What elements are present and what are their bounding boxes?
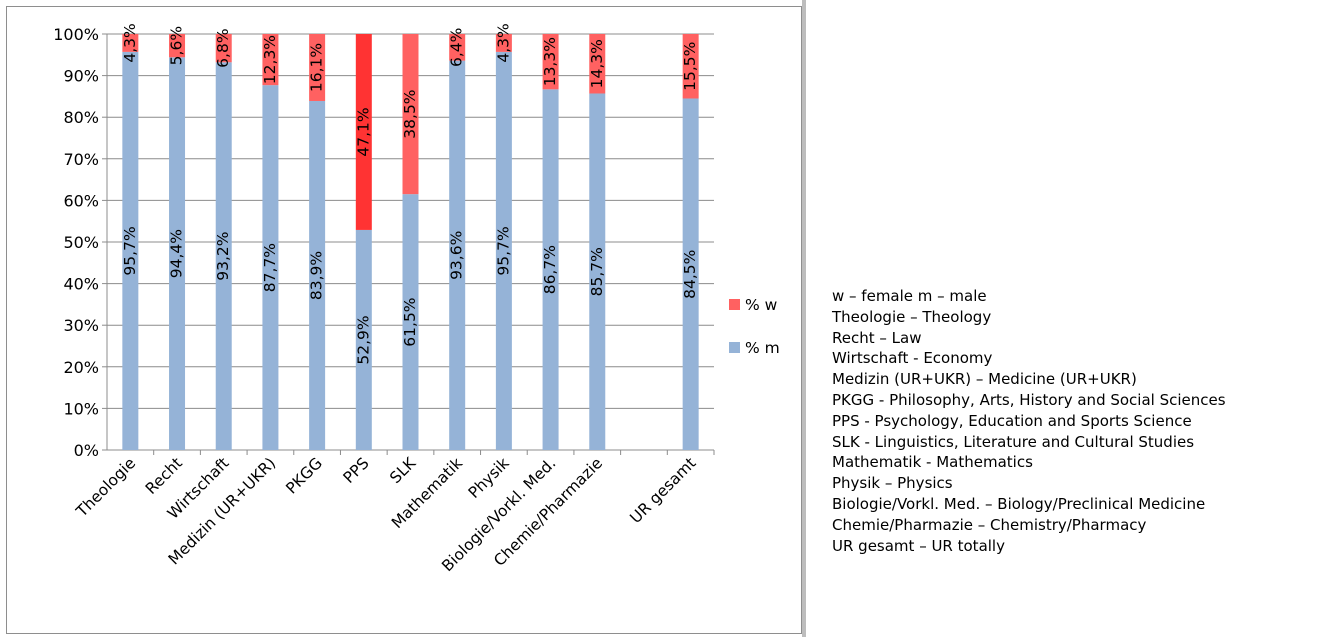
bar-m-biologie-vorkl-med- (542, 89, 559, 450)
y-tick-label: 100% (53, 25, 99, 44)
bar-w-physik (495, 34, 512, 52)
legend-swatch (729, 299, 740, 310)
chart-frame-edge (802, 0, 806, 637)
glossary-line: Medizin (UR+UKR) – Medicine (UR+UKR) (832, 370, 1137, 389)
data-label-w: 14,3% (588, 39, 606, 88)
glossary-line: Wirtschaft - Economy (832, 349, 993, 368)
x-category-label: SLK (386, 454, 420, 488)
glossary-line: Mathematik - Mathematics (832, 453, 1033, 472)
data-label-m: 52,9% (354, 315, 372, 364)
bar-w-mathematik (449, 34, 466, 61)
bar-m-medizin-ur-ukr- (262, 85, 279, 450)
data-label-m: 85,7% (588, 247, 606, 296)
data-label-w: 4,3% (121, 23, 139, 62)
bar-w-medizin-ur-ukr- (262, 34, 279, 86)
bar-w-pkgg (309, 34, 326, 101)
x-category-label: Theologie (72, 454, 139, 521)
data-label-w: 13,3% (541, 37, 559, 86)
bar-m-pps (355, 229, 372, 450)
x-category-label: UR gesamt (627, 454, 700, 527)
bar-w-pps (355, 34, 372, 230)
y-tick-label: 20% (63, 358, 99, 377)
data-label-m: 93,6% (448, 231, 466, 280)
x-category-label: PPS (340, 454, 373, 487)
data-label-w: 6,4% (448, 28, 466, 67)
data-label-w: 47,1% (354, 107, 372, 156)
chart-frame: 0% 10% 20% 30% 40% 50% 60% 70% 80% 90% 100% 95,7% 4,… (6, 6, 802, 634)
data-label-m: 61,5% (401, 297, 419, 346)
glossary-line: SLK - Linguistics, Literature and Cultur… (832, 432, 1195, 451)
glossary-line: PKGG - Philosophy, Arts, History and Soc… (832, 390, 1226, 409)
x-category-label: PKGG (282, 454, 326, 498)
bar-w-recht (169, 34, 186, 58)
glossary-line: PPS - Psychology, Education and Sports S… (832, 411, 1192, 430)
bar-m-wirtschaft (215, 62, 232, 451)
bar-m-ur-gesamt (682, 98, 699, 450)
data-label-w: 6,8% (214, 28, 232, 67)
data-label-m: 84,5% (681, 250, 699, 299)
data-label-w: 15,5% (681, 42, 699, 91)
data-label-m: 87,7% (261, 243, 279, 292)
bar-m-slk (402, 194, 419, 450)
bar-m-theologie (122, 51, 139, 450)
y-tick-label: 40% (63, 275, 99, 294)
data-label-w: 38,5% (401, 89, 419, 138)
glossary-line: Physik – Physics (832, 474, 953, 493)
data-label-m: 94,4% (168, 229, 186, 278)
bar-w-slk (402, 34, 419, 195)
glossary-line: Chemie/Pharmazie – Chemistry/Pharmacy (832, 515, 1147, 534)
legend-label: % w (745, 296, 778, 314)
glossary-line: Theologie – Theology (832, 307, 992, 326)
y-tick-label: 90% (63, 67, 99, 86)
bar-m-pkgg (309, 100, 326, 450)
legend-label: % m (745, 339, 780, 357)
y-tick-label: 30% (63, 316, 99, 335)
x-category-label: Recht (142, 454, 186, 498)
glossary-line: w – female m – male (832, 287, 987, 305)
data-label-w: 5,6% (168, 26, 186, 65)
bar-m-physik (495, 51, 512, 450)
data-label-m: 86,7% (541, 245, 559, 294)
data-label-w: 4,3% (494, 23, 512, 62)
y-tick-label: 60% (63, 191, 99, 210)
bar-w-chemie-pharmazie (589, 34, 606, 94)
glossary: w – female m – male Theologie – Theology R… (832, 286, 1332, 556)
bar-m-recht (169, 57, 186, 451)
bar-w-ur-gesamt (682, 34, 699, 99)
stacked-bar-chart: 0% 10% 20% 30% 40% 50% 60% 70% 80% 90% 100% 95,7% 4,… (53, 23, 780, 575)
y-tick-label: 10% (63, 399, 99, 418)
y-tick-label: 0% (74, 441, 99, 460)
data-label-w: 12,3% (261, 35, 279, 84)
glossary-line: Biologie/Vorkl. Med. – Biology/Preclinic… (832, 494, 1206, 513)
y-tick-label: 80% (63, 108, 99, 127)
glossary-line: UR gesamt – UR totally (832, 536, 1005, 555)
data-label-w: 16,1% (308, 43, 326, 92)
data-label-m: 93,2% (214, 232, 232, 281)
y-tick-label: 50% (63, 233, 99, 252)
bar-w-biologie-vorkl-med- (542, 34, 559, 90)
data-label-m: 95,7% (494, 226, 512, 275)
bar-w-wirtschaft (215, 34, 232, 63)
data-label-m: 95,7% (121, 226, 139, 275)
data-label-m: 83,9% (308, 251, 326, 300)
bar-m-mathematik (449, 60, 466, 451)
legend-swatch (729, 342, 740, 353)
glossary-line: Recht – Law (832, 328, 922, 347)
y-tick-label: 70% (63, 150, 99, 169)
bar-m-chemie-pharmazie (589, 93, 606, 450)
bar-w-theologie (122, 34, 139, 52)
